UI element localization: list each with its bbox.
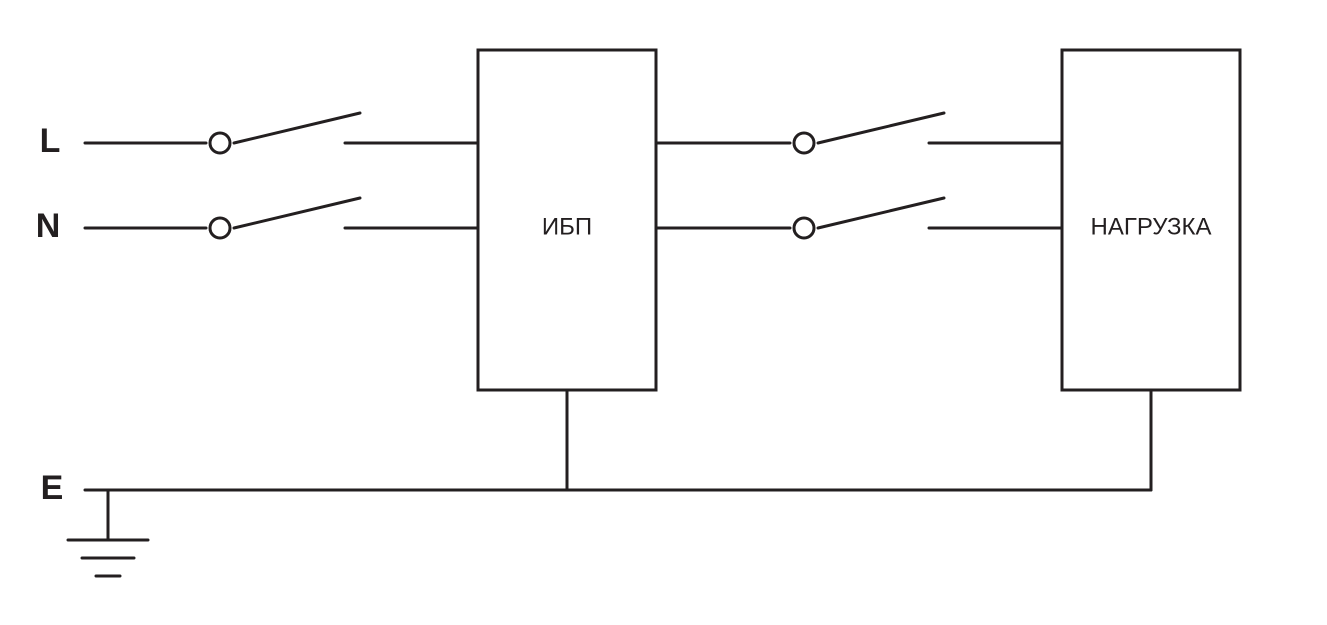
switch-in_L-arm	[234, 113, 360, 143]
ups-label: ИБП	[542, 213, 592, 240]
terminal-L-label: L	[40, 122, 61, 160]
switch-out_L-terminal	[794, 133, 814, 153]
terminal-N-label: N	[36, 207, 61, 245]
switch-in_L-terminal	[210, 133, 230, 153]
switch-in_N-terminal	[210, 218, 230, 238]
switch-out_N-arm	[818, 198, 944, 228]
load-label: НАГРУЗКА	[1090, 213, 1211, 240]
switch-out_L-arm	[818, 113, 944, 143]
terminal-E-label: E	[41, 469, 64, 507]
switch-out_N-terminal	[794, 218, 814, 238]
switch-in_N-arm	[234, 198, 360, 228]
